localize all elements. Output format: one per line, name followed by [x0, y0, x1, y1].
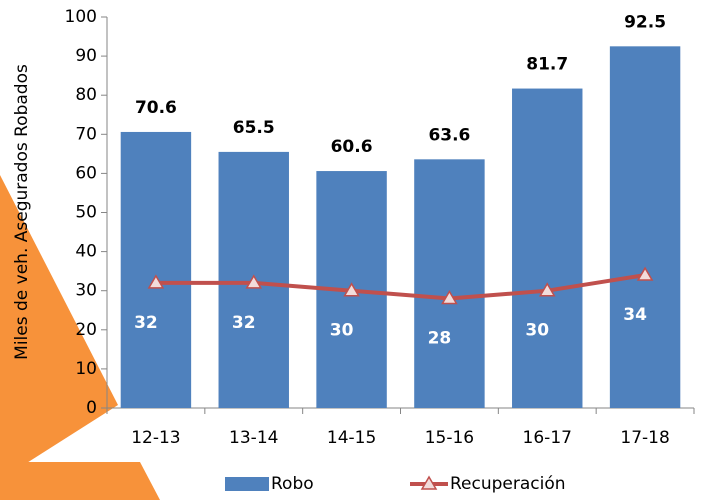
legend-label: Recuperación [450, 474, 566, 494]
bar [414, 159, 484, 408]
bar-value-label: 92.5 [624, 12, 666, 32]
legend-swatch [225, 477, 269, 491]
y-tick-label: 90 [75, 46, 97, 66]
line-value-label: 34 [623, 305, 647, 325]
bar-value-label: 63.6 [428, 125, 470, 145]
y-tick-label: 10 [75, 359, 97, 379]
y-tick-label: 0 [86, 398, 97, 418]
x-tick-label: 15-16 [425, 428, 474, 448]
y-axis-label: Miles de veh. Asegurados Robados [12, 64, 32, 360]
y-tick-label: 80 [75, 85, 97, 105]
line-value-label: 32 [134, 313, 158, 333]
decoration [0, 462, 160, 500]
chart: Miles de veh. Asegurados Robados 0 10 20 30… [0, 0, 702, 500]
x-tick-label: 12-13 [131, 428, 180, 448]
line-value-label: 32 [232, 313, 256, 333]
y-tick-label: 20 [75, 320, 97, 340]
bar [121, 132, 191, 408]
x-tick-label: 14-15 [327, 428, 376, 448]
bar [610, 46, 680, 408]
y-tick-label: 100 [65, 7, 97, 27]
bar-value-label: 65.5 [233, 118, 275, 138]
line-value-label: 30 [330, 321, 354, 341]
legend-label: Robo [271, 474, 314, 494]
y-tick-label: 60 [75, 163, 97, 183]
page: {"chart_data": {"type": "bar", "y_label"… [0, 0, 702, 500]
y-tick-label: 30 [75, 281, 97, 301]
y-tick-label: 40 [75, 242, 97, 262]
bar-value-label: 60.6 [331, 137, 373, 157]
line-value-label: 30 [525, 321, 549, 341]
x-tick-label: 13-14 [229, 428, 278, 448]
x-tick-label: 16-17 [523, 428, 572, 448]
y-tick-label: 70 [75, 124, 97, 144]
y-tick-label: 50 [75, 203, 97, 223]
line-value-label: 28 [428, 329, 452, 349]
bar [512, 89, 582, 408]
bar-value-label: 70.6 [135, 98, 177, 118]
x-tick-label: 17-18 [620, 428, 669, 448]
bar-value-label: 81.7 [526, 55, 568, 75]
